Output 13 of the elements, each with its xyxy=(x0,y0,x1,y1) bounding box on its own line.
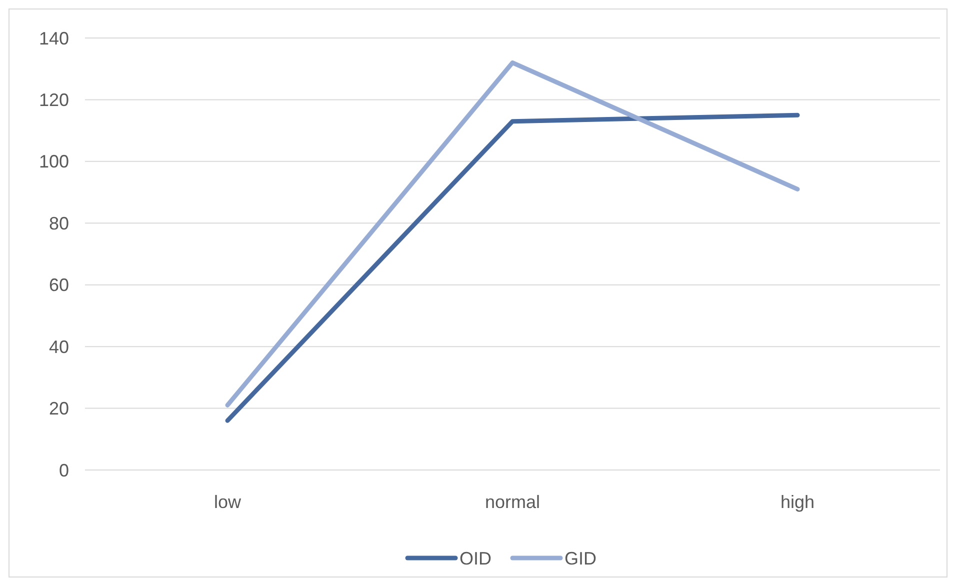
y-tick-label: 40 xyxy=(48,336,69,357)
legend-label: GID xyxy=(564,548,597,568)
y-tick-label: 120 xyxy=(38,90,69,110)
x-tick-label: low xyxy=(214,492,242,512)
x-tick-label: high xyxy=(780,492,815,512)
y-tick-label: 100 xyxy=(38,152,69,172)
y-tick-label: 0 xyxy=(58,460,69,480)
y-tick-label: 20 xyxy=(48,398,69,419)
y-tick-label: 60 xyxy=(48,275,69,296)
y-tick-label: 140 xyxy=(38,28,69,48)
x-tick-label: normal xyxy=(484,492,540,512)
legend-label: OID xyxy=(460,548,492,568)
y-tick-label: 80 xyxy=(48,213,69,234)
